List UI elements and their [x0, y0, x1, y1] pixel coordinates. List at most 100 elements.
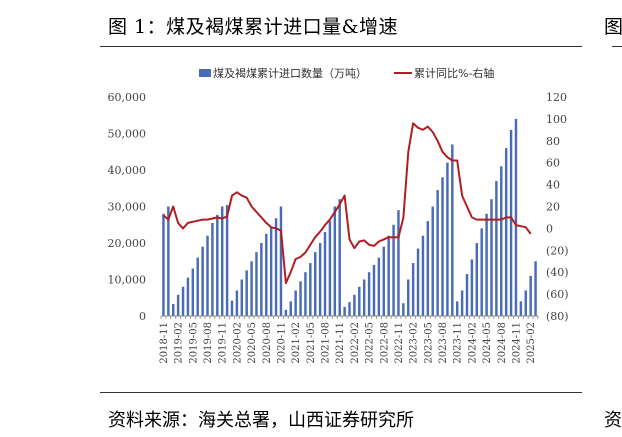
x-tick-label: 2021-11 [335, 322, 346, 364]
yoy-line [162, 122, 532, 285]
bar [328, 221, 332, 316]
bar [426, 221, 430, 316]
bar [353, 294, 356, 316]
bar [279, 206, 283, 316]
bar [176, 294, 180, 316]
bar [529, 275, 532, 316]
bar [274, 218, 278, 316]
bar [475, 243, 479, 316]
x-tick-label: 2025-02 [526, 322, 537, 364]
bar [446, 162, 449, 316]
bar [162, 213, 165, 316]
bar [377, 257, 381, 316]
bar [524, 290, 527, 316]
left-tick-label: 10,000 [108, 274, 147, 287]
right-tick-label: 20 [546, 201, 560, 214]
legend-bar-label: 煤及褐煤累计进口数量（万吨） [213, 66, 367, 80]
bar [441, 177, 444, 316]
right-tick-label: 0 [546, 222, 553, 235]
bar [534, 261, 537, 316]
bar [382, 246, 385, 316]
bar [407, 279, 410, 316]
bar [500, 166, 503, 316]
bar [314, 252, 317, 316]
bar [216, 214, 219, 316]
x-tick-label: 2024-02 [467, 322, 478, 364]
bar [299, 281, 302, 316]
x-tick-label: 2022-05 [365, 322, 376, 364]
bar [245, 270, 248, 316]
x-tick-label: 2022-08 [379, 322, 390, 364]
bar [495, 180, 498, 316]
bar [436, 190, 439, 316]
bar [372, 264, 376, 316]
bar [304, 272, 307, 316]
bar [167, 206, 170, 316]
bar [309, 263, 312, 316]
bar [367, 272, 371, 316]
bar [211, 222, 214, 316]
right-tick-label: (80) [546, 310, 569, 323]
right-tick-label: (40) [546, 266, 569, 279]
x-tick-label: 2019-02 [174, 322, 185, 364]
bar [201, 246, 204, 316]
bar [455, 301, 459, 316]
x-tick-label: 2020-02 [232, 322, 243, 364]
bar [220, 206, 224, 316]
bar [485, 213, 488, 316]
x-tick-label: 2019-05 [188, 322, 199, 364]
bar [480, 228, 483, 316]
right-tick-label: 100 [546, 113, 567, 126]
bar [411, 263, 415, 316]
next-figure-rule [612, 46, 622, 47]
bar [289, 301, 292, 316]
bar [225, 205, 229, 316]
bar [343, 306, 346, 316]
bar [294, 290, 297, 316]
x-axis: 2018-11 2019-02 2019-05 2019-08 2019-11 2020-… [159, 315, 539, 364]
bar [181, 286, 185, 316]
bar [519, 301, 523, 316]
x-tick-label: 2022-11 [394, 322, 405, 364]
right-tick-label: 120 [546, 91, 567, 104]
x-tick-label: 2024-08 [497, 322, 508, 364]
bar [402, 303, 405, 316]
figure-source: 资料来源：海关总署，山西证券研究所 [108, 410, 414, 431]
bar [338, 199, 341, 316]
bar [387, 235, 390, 316]
bar [465, 274, 469, 316]
bar [451, 144, 454, 316]
bar [191, 268, 195, 316]
bar [397, 210, 400, 316]
bar [269, 226, 273, 316]
bar [250, 261, 253, 316]
bar [504, 148, 508, 316]
x-tick-label: 2023-08 [438, 322, 449, 364]
right-tick-label: (60) [546, 288, 569, 301]
next-figure-title-fragment: 图 [604, 16, 622, 38]
left-tick-label: 40,000 [108, 164, 147, 177]
x-tick-label: 2020-05 [247, 322, 258, 364]
x-tick-label: 2021-02 [291, 322, 302, 364]
bar [416, 248, 420, 316]
bar [323, 232, 327, 316]
bar [362, 279, 366, 316]
x-tick-label: 2020-11 [277, 322, 288, 364]
x-tick-label: 2024-05 [482, 322, 493, 364]
bar [358, 286, 361, 316]
bar [172, 303, 175, 316]
left-tick-label: 60,000 [108, 91, 147, 104]
bar [392, 224, 395, 316]
bar [460, 290, 464, 316]
bar [348, 302, 351, 316]
bar [235, 290, 239, 316]
bar [284, 309, 288, 316]
left-tick-label: 50,000 [108, 128, 147, 141]
legend-line-label: 累计同比%-右轴 [414, 66, 494, 80]
bar [490, 199, 493, 316]
left-tick-label: 0 [139, 310, 146, 323]
x-tick-label: 2022-02 [350, 322, 361, 364]
right-y-axis: (80) (60) (40) (20) 0 20 40 60 80 100 120 [546, 91, 569, 323]
x-tick-label: 2021-05 [306, 322, 317, 364]
x-tick-label: 2020-08 [262, 322, 273, 364]
